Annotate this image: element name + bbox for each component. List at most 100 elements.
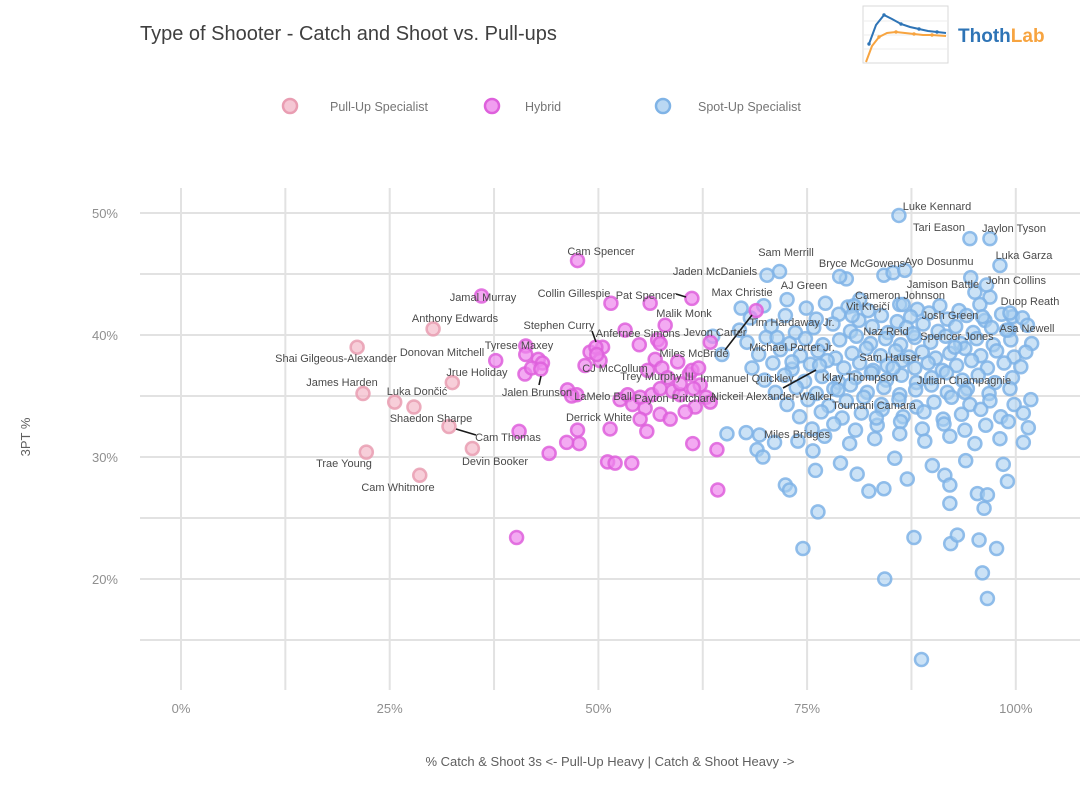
data-point-trey-murphy-iii[interactable] xyxy=(672,376,688,392)
data-point[interactable] xyxy=(1019,317,1036,333)
data-point[interactable] xyxy=(657,317,673,333)
data-point-anfernee-simons[interactable] xyxy=(652,335,668,352)
legend-item-pull-up-specialist[interactable]: Pull-Up Specialist xyxy=(281,97,428,115)
data-point[interactable] xyxy=(876,571,893,587)
data-point[interactable] xyxy=(1000,413,1017,430)
data-point[interactable] xyxy=(915,316,931,332)
data-point-julian-champagnie[interactable] xyxy=(957,384,973,401)
data-point[interactable] xyxy=(979,487,996,503)
data-point-anthony-edwards[interactable] xyxy=(425,321,441,337)
data-point-shaedon-sharpe[interactable] xyxy=(406,399,422,415)
data-point[interactable] xyxy=(765,355,781,371)
data-point[interactable] xyxy=(958,307,975,324)
data-point[interactable] xyxy=(853,405,870,421)
data-point-jevon-carter[interactable] xyxy=(702,334,719,351)
data-point[interactable] xyxy=(719,426,735,442)
data-point-luka-garza[interactable] xyxy=(992,257,1008,274)
data-point[interactable] xyxy=(836,360,852,376)
data-point[interactable] xyxy=(972,401,989,418)
data-point-jrue-holiday[interactable] xyxy=(444,374,461,391)
data-point[interactable] xyxy=(558,434,575,451)
data-point[interactable] xyxy=(996,355,1012,371)
data-point[interactable] xyxy=(963,352,980,369)
data-point[interactable] xyxy=(856,389,872,405)
data-point[interactable] xyxy=(847,422,864,438)
data-point[interactable] xyxy=(684,435,701,452)
data-point[interactable] xyxy=(992,430,1008,447)
data-point[interactable] xyxy=(813,404,830,420)
data-point[interactable] xyxy=(677,404,693,420)
data-point-aj-green[interactable] xyxy=(779,291,795,308)
data-point[interactable] xyxy=(800,391,816,408)
data-point[interactable] xyxy=(913,651,930,668)
data-point-jaden-mcdaniels[interactable] xyxy=(759,267,775,283)
data-point[interactable] xyxy=(848,328,865,344)
data-point[interactable] xyxy=(936,416,952,432)
data-point[interactable] xyxy=(891,391,907,408)
data-point[interactable] xyxy=(777,307,794,324)
data-point[interactable] xyxy=(1013,358,1029,375)
data-point-tari-eason[interactable] xyxy=(962,230,978,247)
data-point[interactable] xyxy=(942,495,958,512)
data-point-james-harden[interactable] xyxy=(355,385,371,402)
data-point[interactable] xyxy=(577,357,593,374)
data-point[interactable] xyxy=(877,330,894,347)
data-point-tyrese-maxey[interactable] xyxy=(518,346,534,363)
data-point[interactable] xyxy=(979,590,996,607)
data-point-immanuel-quickley[interactable] xyxy=(690,360,707,376)
data-point-jamison-battle[interactable] xyxy=(967,284,983,301)
data-point[interactable] xyxy=(938,365,955,381)
data-point[interactable] xyxy=(508,529,525,546)
data-point[interactable] xyxy=(962,269,979,286)
data-point[interactable] xyxy=(805,443,821,459)
data-point[interactable] xyxy=(607,455,623,471)
data-point[interactable] xyxy=(541,445,557,462)
data-point-michael-porter-jr-[interactable] xyxy=(784,354,800,370)
data-point[interactable] xyxy=(1023,391,1039,408)
data-point[interactable] xyxy=(863,365,880,381)
data-point[interactable] xyxy=(932,297,948,314)
data-point[interactable] xyxy=(797,330,814,347)
data-point[interactable] xyxy=(947,318,964,335)
data-point[interactable] xyxy=(974,565,991,581)
data-point[interactable] xyxy=(1018,344,1034,360)
data-point[interactable] xyxy=(511,423,527,440)
data-point-naz-reid[interactable] xyxy=(905,326,921,342)
data-point[interactable] xyxy=(810,343,826,359)
data-point-malik-monk[interactable] xyxy=(642,295,658,312)
data-point-cj-mccollum[interactable] xyxy=(588,346,605,363)
data-point-asa-newell[interactable] xyxy=(998,322,1015,338)
data-point-josh-green[interactable] xyxy=(974,308,991,325)
data-point-trae-young[interactable] xyxy=(358,444,375,460)
data-point[interactable] xyxy=(825,316,841,332)
data-point-donovan-mitchell[interactable] xyxy=(487,352,504,369)
data-point-devin-booker[interactable] xyxy=(464,440,481,457)
data-point[interactable] xyxy=(841,435,858,452)
data-point-collin-gillespie[interactable] xyxy=(603,295,619,312)
data-point-shai-gilgeous-alexander[interactable] xyxy=(349,339,365,355)
data-point[interactable] xyxy=(816,428,833,445)
legend-item-hybrid[interactable]: Hybrid xyxy=(483,97,561,115)
data-point-sam-hauser[interactable] xyxy=(885,360,901,376)
data-point-vit-krej-[interactable] xyxy=(844,307,860,324)
data-point[interactable] xyxy=(714,346,730,363)
data-point[interactable] xyxy=(851,355,868,371)
data-point[interactable] xyxy=(995,456,1012,473)
data-point[interactable] xyxy=(926,394,942,410)
data-point[interactable] xyxy=(776,367,793,384)
data-point[interactable] xyxy=(810,504,826,520)
data-point-pat-spencer[interactable] xyxy=(684,290,700,307)
data-point[interactable] xyxy=(988,540,1005,557)
data-point[interactable] xyxy=(968,330,985,347)
data-point[interactable] xyxy=(662,411,678,427)
data-point[interactable] xyxy=(858,340,875,357)
data-point[interactable] xyxy=(949,527,966,543)
data-point-luke-kennard[interactable] xyxy=(891,207,907,224)
data-point[interactable] xyxy=(917,433,933,449)
data-point[interactable] xyxy=(983,319,1000,336)
data-point[interactable] xyxy=(999,473,1016,490)
data-point[interactable] xyxy=(907,360,923,376)
data-point[interactable] xyxy=(709,441,725,458)
data-point[interactable] xyxy=(795,540,811,557)
data-point-tim-hardaway-jr-[interactable] xyxy=(769,329,785,346)
